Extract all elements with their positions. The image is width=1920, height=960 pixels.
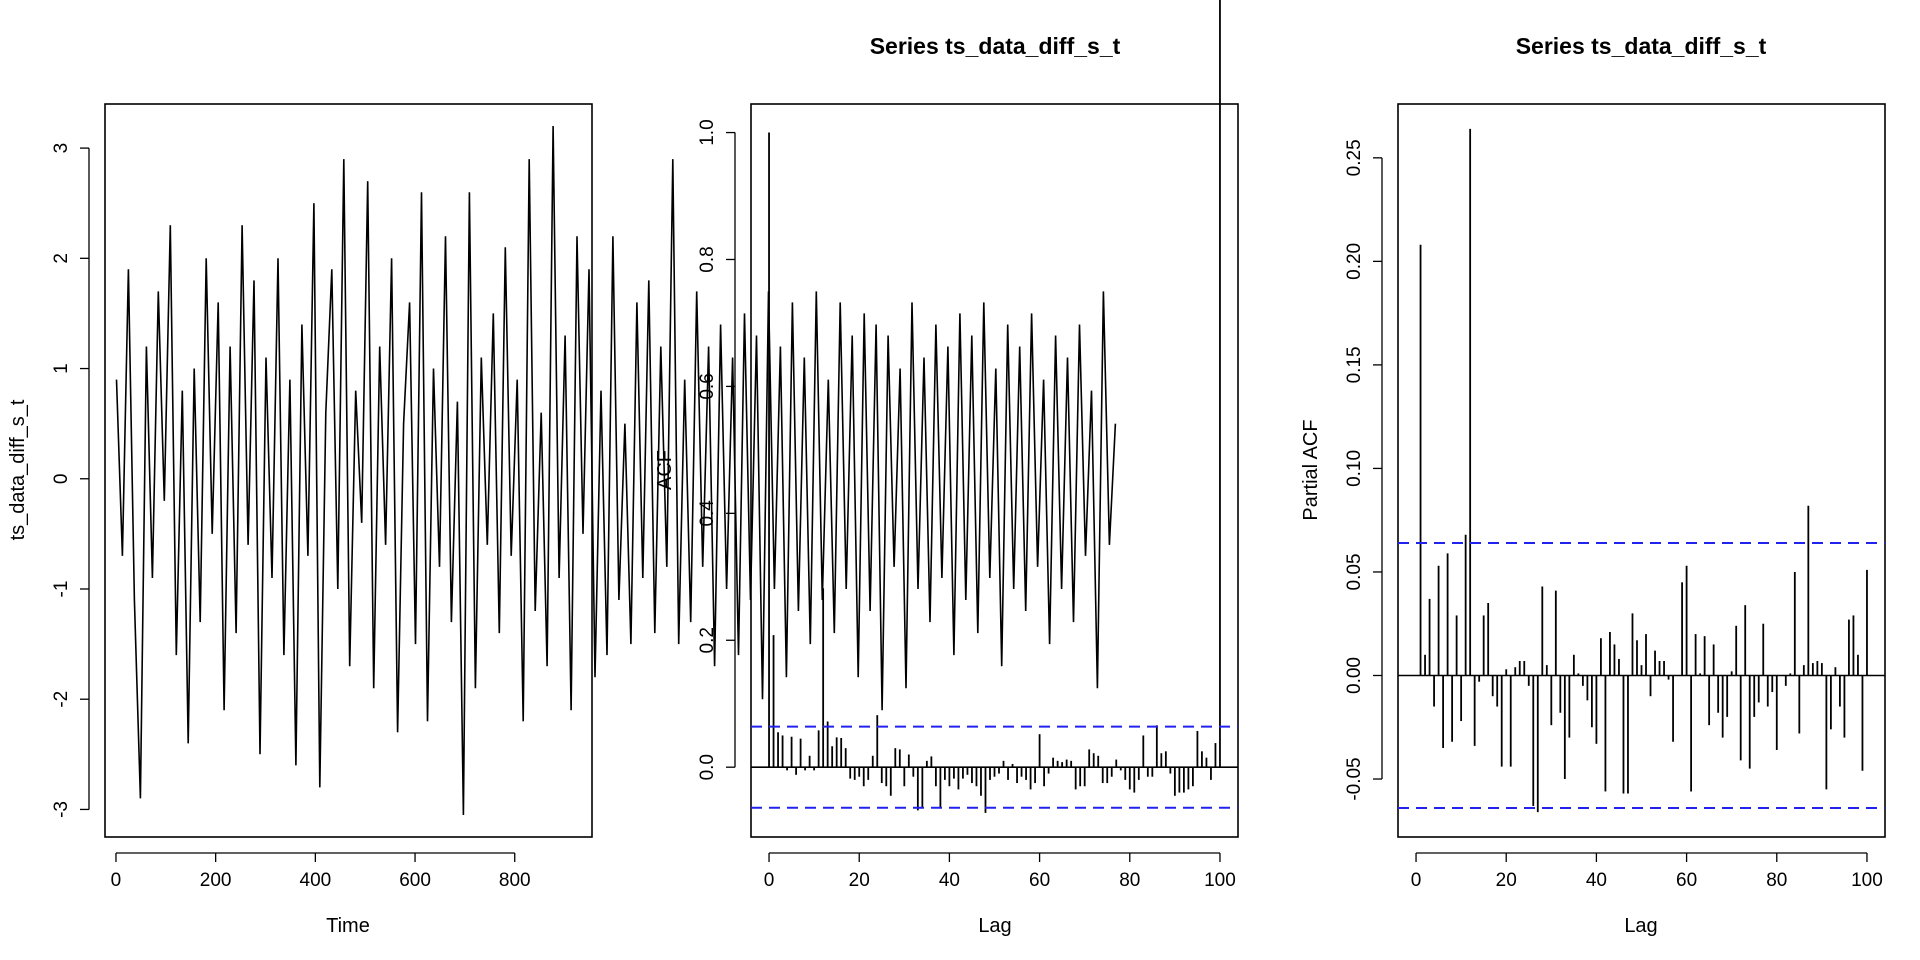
y-tick-label: -0.05 xyxy=(1344,757,1365,800)
x-axis-label: Lag xyxy=(1624,915,1657,937)
y-tick-label: 2 xyxy=(51,253,72,264)
x-tick-label: 600 xyxy=(399,870,431,891)
chart-title: Series ts_data_diff_s_t xyxy=(1516,33,1767,59)
y-tick-label: 0.00 xyxy=(1344,657,1365,694)
y-tick-label: 0.4 xyxy=(697,500,718,527)
x-tick-label: 80 xyxy=(1766,870,1787,891)
acf-panel: Series ts_data_diff_s_t Lag ACF 0 20 40 60 8… xyxy=(654,0,1239,937)
x-tick-label: 20 xyxy=(849,870,870,891)
x-tick-label: 0 xyxy=(111,870,122,891)
y-tick-label: -3 xyxy=(51,801,72,818)
y-tick-label: 0.2 xyxy=(697,627,718,653)
pacf-panel: Series ts_data_diff_s_t Lag Partial ACF … xyxy=(1300,33,1886,937)
x-tick-label: 20 xyxy=(1496,870,1517,891)
y-axis-label: Partial ACF xyxy=(1300,419,1322,520)
y-tick-label: 0.8 xyxy=(697,246,718,272)
x-tick-label: 100 xyxy=(1851,870,1883,891)
series-line xyxy=(115,125,1117,816)
y-axis-label: ts_data_diff_s_t xyxy=(7,399,29,540)
x-tick-label: 800 xyxy=(499,870,531,891)
x-tick-label: 40 xyxy=(939,870,960,891)
plot-frame xyxy=(750,103,1239,838)
y-tick-label: 1 xyxy=(51,363,72,374)
y-tick-label: 3 xyxy=(51,143,72,154)
x-tick-label: 400 xyxy=(300,870,332,891)
y-tick-label: 0.15 xyxy=(1344,346,1365,383)
x-tick-label: 40 xyxy=(1586,870,1607,891)
y-tick-label: -2 xyxy=(51,691,72,708)
time-series-panel: Time ts_data_diff_s_t 0 200 400 600 800-3-2-… xyxy=(7,103,1117,937)
plot-frame xyxy=(1397,103,1886,838)
y-tick-label: 0 xyxy=(51,473,72,484)
x-tick-label: 0 xyxy=(1411,870,1422,891)
y-tick-label: 0.05 xyxy=(1344,553,1365,590)
x-tick-label: 0 xyxy=(764,870,775,891)
x-tick-label: 60 xyxy=(1029,870,1050,891)
x-tick-label: 60 xyxy=(1676,870,1697,891)
chart-title: Series ts_data_diff_s_t xyxy=(870,33,1121,59)
x-tick-label: 80 xyxy=(1119,870,1140,891)
y-tick-label: 0.25 xyxy=(1344,139,1365,176)
y-tick-label: 0.10 xyxy=(1344,450,1365,487)
y-tick-label: 0.20 xyxy=(1344,243,1365,280)
x-tick-label: 100 xyxy=(1204,870,1236,891)
y-tick-label: -1 xyxy=(51,581,72,598)
x-axis-label: Time xyxy=(326,915,370,937)
y-tick-label: 0.0 xyxy=(697,754,718,780)
y-tick-label: 0.6 xyxy=(697,373,718,399)
x-tick-label: 200 xyxy=(200,870,232,891)
y-tick-label: 1.0 xyxy=(697,119,718,145)
x-axis-label: Lag xyxy=(978,915,1011,937)
y-axis-label: ACF xyxy=(654,450,676,490)
